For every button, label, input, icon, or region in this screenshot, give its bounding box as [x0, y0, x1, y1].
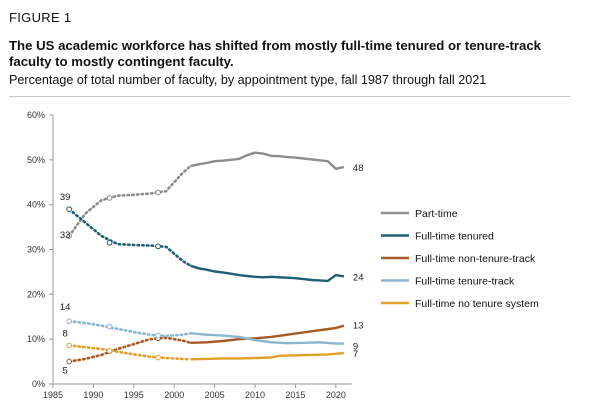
- chart-series: [66, 151, 345, 365]
- series-point-marker: [155, 354, 161, 361]
- end-value-label: 9: [353, 342, 358, 353]
- series-dotted-line: [67, 164, 192, 238]
- x-tick-label: 2000: [164, 390, 184, 400]
- y-tick-label: 10%: [27, 334, 45, 344]
- x-tick-label: 2005: [205, 390, 225, 400]
- x-tick-label: 1995: [124, 390, 144, 400]
- series-point-marker: [106, 323, 113, 330]
- start-value-label: 8: [63, 328, 68, 339]
- series-point-marker: [106, 195, 113, 201]
- series-point-marker: [155, 243, 161, 250]
- legend-item-label: Full-time tenure-track: [415, 276, 515, 288]
- series-point-marker: [66, 342, 72, 349]
- series-dotted-line: [67, 344, 192, 361]
- series-point-marker: [155, 332, 161, 339]
- legend-item-label: Part-time: [415, 208, 458, 220]
- series-solid-line: [190, 264, 345, 283]
- series-solid-line: [190, 324, 345, 344]
- x-tick-label: 1990: [83, 390, 103, 400]
- series-solid-line: [190, 332, 344, 345]
- x-tick-label: 2015: [285, 390, 305, 400]
- x-tick-label: 1985: [43, 390, 63, 400]
- series-point-marker: [66, 318, 72, 325]
- y-tick-label: 50%: [27, 155, 45, 165]
- end-value-label: 13: [353, 321, 364, 332]
- y-tick-label: 30%: [27, 245, 45, 255]
- end-value-label: 7: [353, 349, 358, 360]
- series-solid-line: [190, 151, 345, 171]
- header-rule: [9, 96, 570, 97]
- end-value-label: 48: [353, 163, 364, 174]
- series-point-marker: [66, 233, 72, 239]
- series-point-marker: [106, 348, 113, 354]
- legend-item-label: Full-time no tenure system: [415, 298, 539, 310]
- x-tick-label: 2010: [245, 390, 265, 400]
- start-value-label: 5: [63, 366, 68, 377]
- y-tick-label: 40%: [27, 200, 45, 210]
- legend-item-label: Full-time tenured: [415, 231, 494, 243]
- chart-data-labels: 33 48 39 24 5 13 14 9 8 7: [60, 163, 364, 377]
- series-solid-line: [190, 351, 344, 361]
- chart-legend: Part-time Full-time tenured Full-time non-…: [381, 208, 539, 310]
- chart-axes: 0% 10% 20% 30% 40% 50% 60% 1985 1990 1995 2000 2005…: [27, 110, 352, 400]
- x-tick-label: 2020: [326, 390, 346, 400]
- figure-label: FIGURE 1: [9, 10, 72, 25]
- series-point-marker: [155, 189, 161, 196]
- end-value-label: 24: [353, 272, 364, 283]
- series-dotted-line: [67, 336, 192, 363]
- chart-subtitle: Percentage of total number of faculty, b…: [9, 73, 487, 87]
- start-value-label: 39: [60, 192, 71, 203]
- series-dotted-line: [67, 319, 192, 338]
- y-tick-label: 60%: [27, 110, 45, 120]
- start-value-label: 33: [60, 230, 71, 241]
- series-dotted-line: [67, 207, 192, 267]
- y-tick-label: 20%: [27, 289, 45, 299]
- chart-title: The US academic workforce has shifted fr…: [9, 38, 542, 69]
- series-point-marker: [66, 358, 72, 365]
- series-point-marker: [106, 239, 113, 246]
- start-value-label: 14: [60, 302, 71, 313]
- series-point-marker: [66, 206, 72, 212]
- legend-item-label: Full-time non-tenure-track: [415, 253, 536, 265]
- y-tick-label: 0%: [32, 379, 45, 389]
